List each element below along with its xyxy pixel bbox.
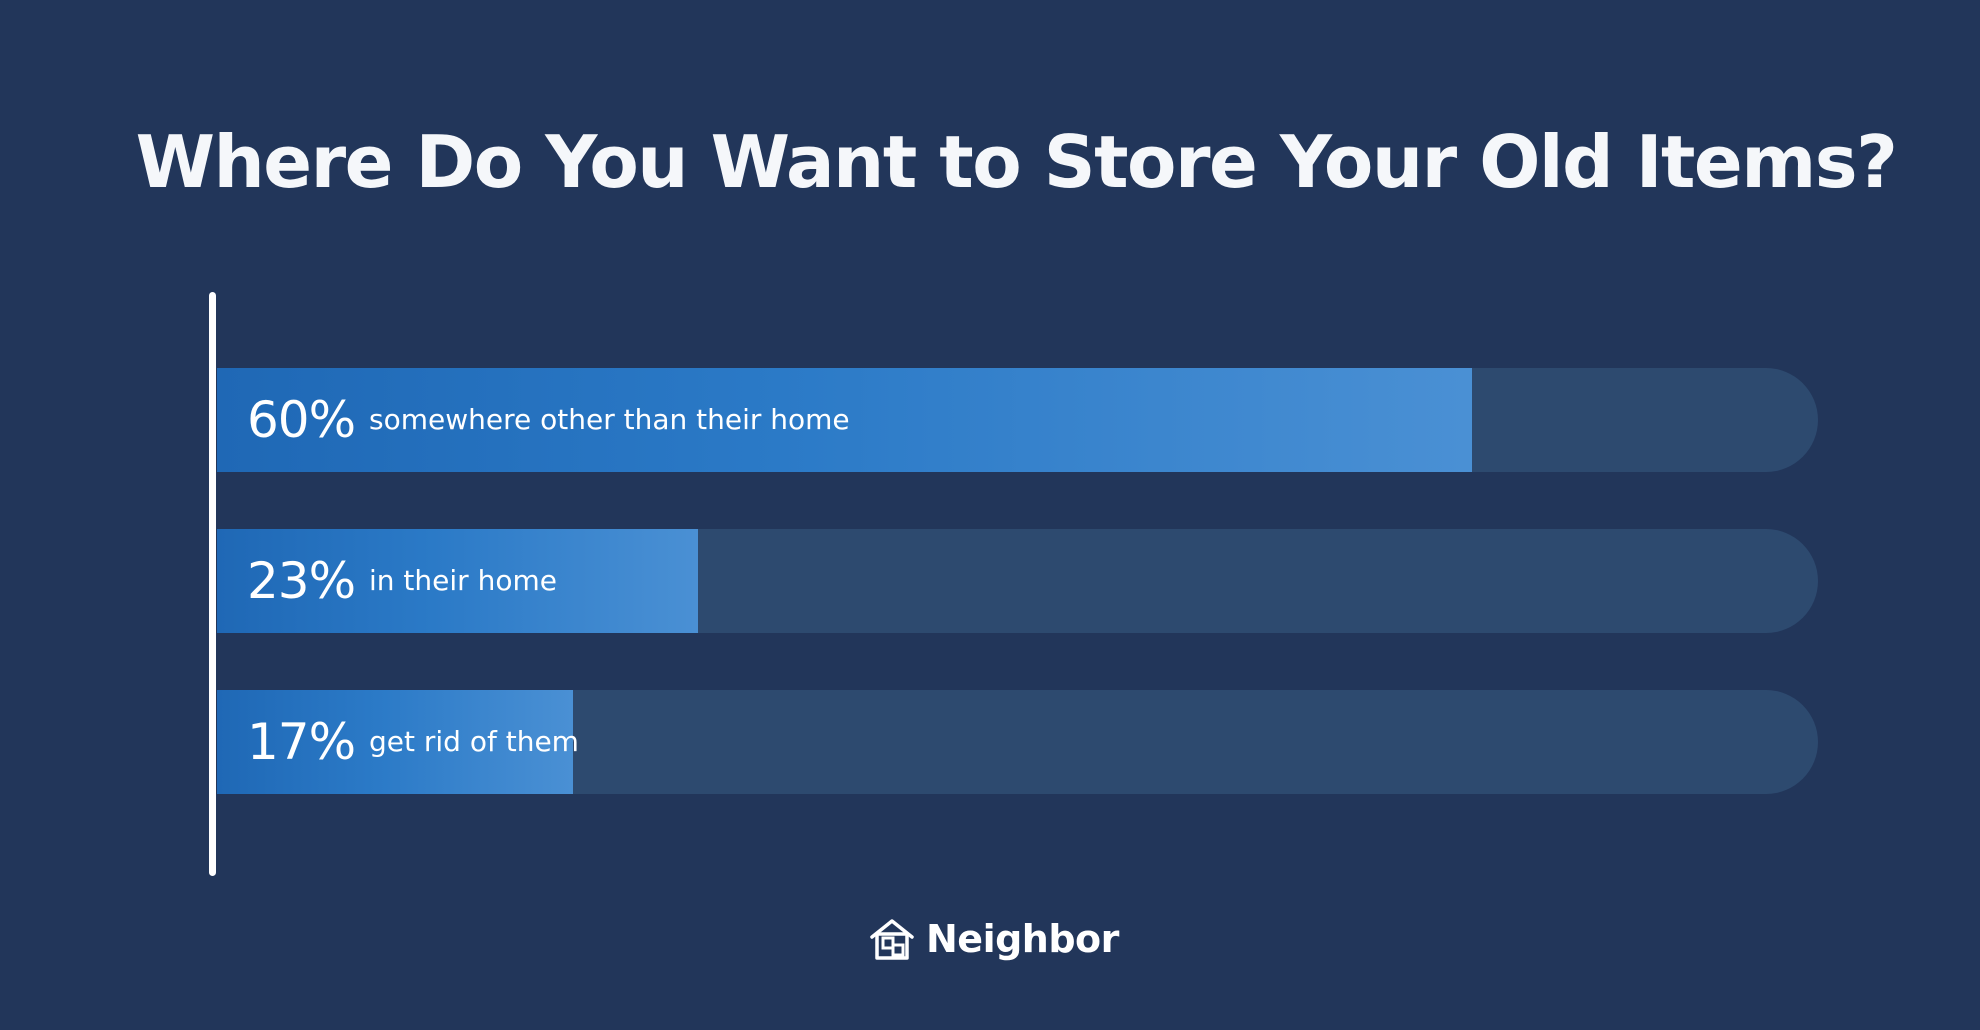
brand-name: Neighbor <box>926 917 1119 961</box>
bar-value-label: 23% <box>247 552 356 610</box>
house-icon <box>870 919 914 960</box>
bar-category-label: get rid of them <box>369 725 579 758</box>
bar-category-label: somewhere other than their home <box>369 403 850 436</box>
bar-category-label: in their home <box>369 564 557 597</box>
bar-row: 23% in their home <box>217 529 1818 633</box>
bar-value-label: 17% <box>247 713 356 771</box>
category-axis-line <box>209 292 216 876</box>
brand-logo: Neighbor <box>868 914 1119 964</box>
bar-value-label: 60% <box>247 391 356 449</box>
bar <box>217 529 698 633</box>
bar <box>217 690 573 794</box>
bar-row: 60% somewhere other than their home <box>217 368 1818 472</box>
bar-row: 17% get rid of them <box>217 690 1818 794</box>
bar <box>217 368 1472 472</box>
chart-title: Where Do You Want to Store Your Old Item… <box>135 120 1898 204</box>
